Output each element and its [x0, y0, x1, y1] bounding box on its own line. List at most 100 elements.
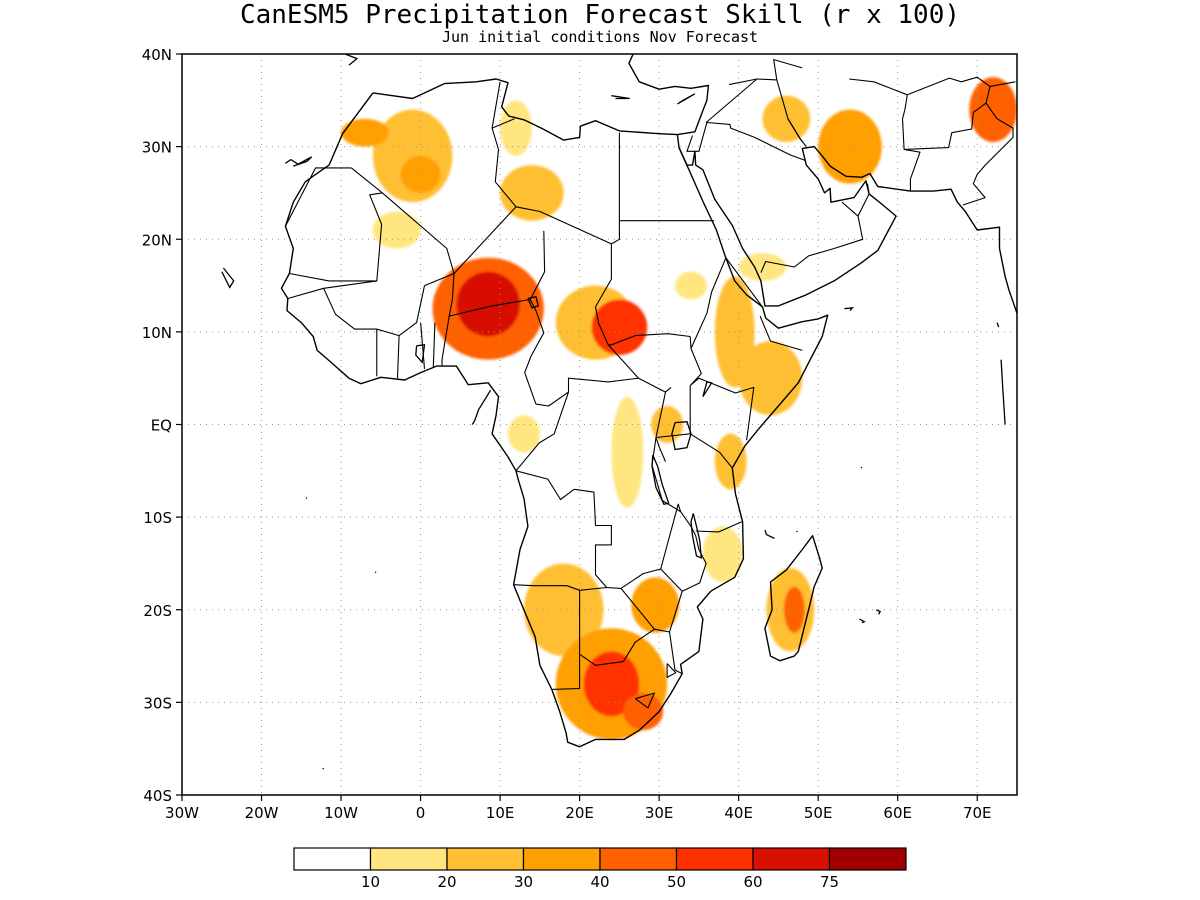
- skill-region-zimbabwe: [631, 577, 680, 633]
- island-outline: [859, 618, 866, 624]
- country-border: [515, 391, 570, 472]
- island-outline: [611, 95, 630, 100]
- skill-region-uganda-kenya: [651, 405, 683, 444]
- country-border: [907, 76, 991, 96]
- skill-region-morocco-coast: [341, 118, 389, 147]
- island-outline: [996, 322, 1000, 328]
- country-border: [901, 109, 921, 192]
- country-border: [759, 315, 803, 351]
- lake-outline: [651, 454, 670, 505]
- country-border: [962, 102, 1014, 206]
- country-border: [289, 192, 383, 282]
- island-outline: [471, 389, 492, 425]
- x-tick-label: 0: [416, 804, 426, 822]
- skill-region-pakistan-north: [969, 77, 1017, 142]
- x-tick-label: 70E: [963, 804, 992, 822]
- island-outline: [677, 93, 696, 105]
- island-outline: [221, 267, 235, 289]
- skill-region-iran-south: [818, 109, 882, 184]
- x-tick-label: 10E: [486, 804, 515, 822]
- colorbar-swatch: [828, 847, 907, 871]
- map-subtitle: Jun initial conditions Nov Forecast: [441, 28, 759, 46]
- skill-region-kenya-coast: [714, 433, 747, 490]
- x-tick-label: 30E: [645, 804, 674, 822]
- map-title: CanESM5 Precipitation Forecast Skill (r …: [239, 0, 961, 30]
- island-outline: [285, 156, 313, 167]
- skill-region-angola-namibia: [523, 563, 604, 657]
- country-border: [728, 78, 758, 86]
- country-border: [655, 433, 691, 462]
- colorbar-swatch: [293, 847, 372, 871]
- y-tick-label: 20S: [143, 602, 172, 620]
- colorbar-label: 10: [361, 873, 380, 891]
- country-borders-layer: [284, 36, 1016, 709]
- lake-outline: [671, 421, 692, 451]
- island-outline: [764, 529, 775, 539]
- island-outline: [860, 466, 863, 469]
- country-border: [524, 230, 546, 405]
- island-outline: [796, 530, 798, 533]
- x-tick-label: 30W: [165, 804, 199, 822]
- colorbar-swatch: [752, 847, 831, 871]
- coastline: [628, 54, 710, 136]
- country-border: [666, 663, 677, 678]
- country-border: [420, 322, 426, 369]
- colorbar-swatch: [522, 847, 601, 871]
- colorbar-swatch: [599, 847, 678, 871]
- island-outline: [344, 54, 359, 66]
- y-tick-label: 40N: [142, 46, 172, 64]
- y-tick-label: EQ: [151, 417, 172, 435]
- country-border: [689, 291, 713, 350]
- country-border: [857, 183, 870, 217]
- x-tick-label: 20W: [245, 804, 279, 822]
- skill-region-iraq-iran: [762, 95, 811, 142]
- colorbar-swatch: [675, 847, 754, 871]
- colorbar-label: 75: [820, 873, 839, 891]
- country-border: [491, 81, 515, 129]
- country-border: [396, 335, 400, 379]
- coastline-layer: [221, 54, 1017, 770]
- x-tick-label: 40E: [724, 804, 753, 822]
- country-border: [787, 118, 807, 147]
- skill-region-botswana-core: [583, 651, 640, 717]
- colorbar-label: 40: [590, 873, 609, 891]
- x-tick-label: 50E: [804, 804, 833, 822]
- island-outline: [875, 609, 882, 615]
- skill-region-somalia: [738, 341, 803, 416]
- colorbar-label: 30: [514, 873, 533, 891]
- colorbar-label: 60: [743, 873, 762, 891]
- country-border: [515, 206, 612, 245]
- island-outline: [374, 571, 377, 574]
- country-border: [515, 470, 612, 588]
- country-border: [689, 385, 733, 469]
- country-border: [668, 631, 683, 675]
- y-tick-label: 20N: [142, 231, 172, 249]
- colorbar-swatch: [369, 847, 448, 871]
- skill-region-congo-east: [611, 396, 644, 508]
- lake-outline: [690, 513, 703, 559]
- country-border: [535, 377, 672, 407]
- country-border: [432, 322, 436, 368]
- skill-region-niger-nigeria-core: [456, 271, 520, 337]
- y-tick-label: 30N: [142, 139, 172, 157]
- lake-outline: [415, 344, 426, 364]
- country-border: [760, 201, 864, 273]
- skill-region-sahara-west: [372, 211, 421, 249]
- skill-region-south-africa-east: [623, 693, 664, 731]
- skill-region-libya-north: [500, 100, 532, 156]
- y-tick-label: 30S: [143, 694, 172, 712]
- y-tick-label: 10N: [142, 324, 172, 342]
- lake-outline: [527, 295, 540, 309]
- country-border: [660, 503, 682, 570]
- country-border: [711, 257, 763, 308]
- country-border: [351, 127, 517, 275]
- x-tick-label: 60E: [883, 804, 912, 822]
- country-border: [579, 628, 655, 666]
- x-tick-label: 10W: [324, 804, 358, 822]
- coastline: [764, 535, 823, 662]
- country-border: [580, 36, 636, 45]
- coastline: [280, 78, 829, 748]
- colorbar-label: 50: [667, 873, 686, 891]
- country-border: [608, 333, 691, 346]
